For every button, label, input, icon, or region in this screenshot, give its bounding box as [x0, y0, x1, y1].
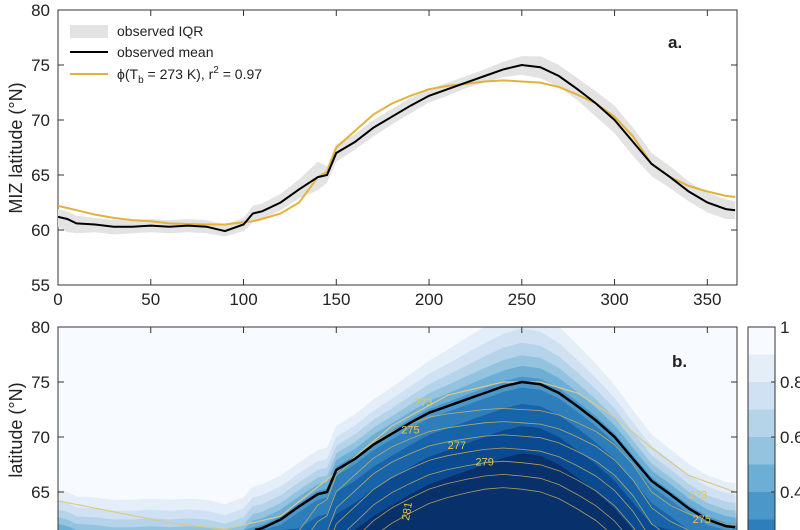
panel-b-axes-box: [57, 326, 738, 530]
panel-a-chart: 0 50 100 150 200 250 300 350 55 60 65 70 75 80 MIZ la…: [6, 1, 738, 309]
y-tick-label: 75: [31, 56, 50, 75]
temperature-contour-line: [382, 487, 608, 530]
colorbar-tick-label: 1: [780, 318, 789, 337]
x-tick-label: 50: [141, 290, 160, 309]
temperature-contour-line: [327, 434, 661, 530]
contour-label: 275: [401, 425, 419, 437]
colorbar-segment: [748, 327, 775, 355]
colorbar-segment: [748, 382, 775, 410]
y-tick-label: 70: [31, 428, 50, 447]
contour-label: 273: [414, 397, 432, 409]
legend-iqr-label: observed IQR: [117, 23, 203, 39]
y-tick-label: 65: [31, 483, 50, 502]
model-line: [58, 79, 736, 226]
colorbar-segment: [748, 519, 775, 530]
panel-a-label: a.: [668, 33, 682, 52]
x-tick-label: 350: [693, 290, 721, 309]
y-tick-label: 60: [31, 221, 50, 240]
panel-b-chart: 273 275 277 279 281 273 275 65 70 75 80 latitude …: [6, 318, 800, 530]
panel-b-y-axis-label: latitude (°N): [6, 382, 26, 477]
x-tick-label: 100: [229, 290, 257, 309]
y-tick-label: 65: [31, 166, 50, 185]
contour-label: 277: [448, 440, 466, 452]
y-tick-label: 70: [31, 111, 50, 130]
contour-label: 275: [693, 514, 711, 526]
panel-a-axes-box: [57, 9, 738, 286]
colorbar-tick-label: 0.6: [780, 428, 800, 447]
y-tick-label: 55: [31, 276, 50, 295]
x-tick-label: 200: [415, 290, 443, 309]
x-tick-label: 250: [508, 290, 536, 309]
temperature-contour-line: [333, 447, 646, 530]
colorbar-segment: [748, 464, 775, 493]
contour-label: 273: [689, 490, 707, 502]
x-tick-label: 150: [322, 290, 350, 309]
observed-mean-line: [254, 380, 736, 530]
temperature-contour-line: [311, 421, 689, 530]
colorbar-segment: [748, 437, 775, 465]
colorbar-tick-label: 0.4: [780, 483, 800, 502]
y-tick-label: 75: [31, 373, 50, 392]
colorbar-segment: [748, 409, 775, 438]
colorbar-segment: [748, 492, 775, 520]
observed-mean-line: [58, 63, 736, 233]
x-tick-label: 0: [53, 290, 62, 309]
legend: observed IQR observed mean ϕ(Tb = 273 K)…: [70, 23, 262, 86]
legend-mean-label: observed mean: [117, 44, 214, 60]
y-tick-label: 80: [31, 318, 50, 337]
x-tick-label: 300: [600, 290, 628, 309]
colorbar-frame: [747, 326, 776, 530]
contour-label: 279: [476, 457, 494, 469]
legend-iqr-swatch: [70, 25, 108, 38]
legend-model-label: ϕ(Tb = 273 K), r2 = 0.97: [117, 65, 262, 86]
panel-b-label: b.: [672, 352, 687, 371]
panel-a-y-axis-label: MIZ latitude (°N): [6, 82, 26, 213]
threshold-line: [58, 381, 736, 530]
colorbar-tick-label: 0.8: [780, 373, 800, 392]
ice-fraction-contour-fill: [58, 453, 737, 530]
colorbar: 1 0.8 0.6 0.4: [747, 318, 800, 530]
y-tick-label: 80: [31, 1, 50, 20]
temperature-contour-line: [363, 473, 623, 530]
contour-label: 281: [400, 501, 415, 521]
colorbar-segment: [748, 354, 775, 383]
temperature-contour-line: [346, 460, 636, 530]
